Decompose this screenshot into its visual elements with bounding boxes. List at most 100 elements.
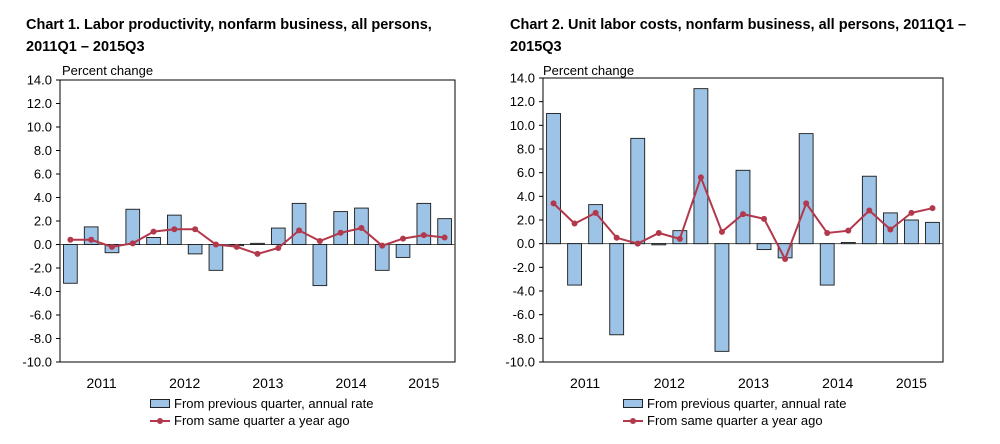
line-point-2012Q1 (150, 228, 157, 235)
y-tick-label: 6.0 (517, 165, 535, 180)
bar-2011Q1 (63, 244, 78, 284)
line-point-2014Q3 (358, 225, 365, 232)
x-category-label: 2013 (738, 375, 769, 391)
line-point-2015Q2 (908, 209, 915, 216)
y-tick-label: 12.0 (510, 94, 535, 109)
x-category-label: 2014 (335, 375, 366, 391)
line-point-2011Q3 (592, 209, 599, 216)
bar-2014Q2 (333, 211, 348, 245)
y-tick-label: 6.0 (34, 167, 52, 182)
bar-2013Q2 (735, 169, 751, 245)
x-category-label: 2015 (896, 375, 927, 391)
line-point-2013Q4 (782, 256, 789, 263)
line-point-2014Q4 (866, 207, 873, 214)
legend-bar-swatch (150, 399, 170, 408)
line-point-2013Q3 (761, 215, 768, 222)
bar-2015Q3 (925, 221, 940, 245)
legend-label: From same quarter a year ago (647, 413, 823, 428)
bar-2011Q4 (125, 208, 141, 245)
y-tick-label: 8.0 (34, 143, 52, 158)
bar-2015Q2 (416, 202, 432, 245)
legend-label: From previous quarter, annual rate (647, 396, 847, 411)
y-tick-label: 10.0 (510, 118, 535, 133)
x-category-label: 2012 (169, 375, 200, 391)
line-point-2011Q2 (571, 220, 578, 227)
line-point-2011Q1 (550, 200, 557, 207)
line-point-2011Q3 (108, 243, 115, 250)
line-point-2012Q2 (171, 226, 178, 233)
y-tick-label: -8.0 (513, 331, 535, 346)
line-point-2011Q1 (67, 236, 74, 243)
y-tick-label: 12.0 (27, 96, 52, 111)
y-tick-label: -4.0 (513, 284, 535, 299)
line-point-2013Q1 (233, 243, 240, 250)
line-point-2012Q1 (634, 240, 641, 247)
line-point-2013Q1 (718, 228, 725, 235)
x-category-label: 2011 (87, 375, 117, 391)
y-tick-label: 8.0 (517, 142, 535, 157)
bar-2012Q3 (187, 244, 203, 255)
bar-2014Q3 (840, 242, 856, 245)
legend-label: From same quarter a year ago (174, 413, 350, 428)
line-point-2015Q3 (929, 205, 936, 212)
x-category-label: 2013 (252, 375, 283, 391)
line-point-2014Q2 (824, 230, 831, 237)
chart-title: Chart 2. Unit labor costs, nonfarm busin… (510, 17, 967, 55)
line-point-2014Q1 (803, 200, 810, 207)
chart-title: Chart 1. Labor productivity, nonfarm bus… (26, 17, 432, 55)
y-tick-label: 2.0 (517, 213, 535, 228)
bar-2012Q2 (651, 243, 667, 246)
bar-2015Q3 (437, 218, 452, 245)
chart-panel-labor-productivity: 14.0 12.0 10.0 8.0 6.0 4.0 2.0 0.0 -2.0 -4.0 -6.0 -… (22, 17, 456, 429)
bar-2013Q1 (714, 243, 730, 352)
line-point-2012Q3 (192, 226, 199, 233)
chart-legend: From previous quarter, annual rate From … (150, 395, 373, 429)
bar-2014Q1 (312, 244, 328, 287)
y-tick-label: -10.0 (22, 355, 52, 370)
line-point-2013Q4 (296, 227, 303, 234)
y-tick-label: -2.0 (30, 261, 52, 276)
legend-line-swatch (623, 415, 643, 426)
bar-2013Q2 (250, 242, 265, 245)
legend-bar-swatch (623, 399, 643, 408)
line-point-2014Q2 (337, 229, 344, 236)
line-point-2012Q4 (697, 174, 704, 181)
y-tick-label: 4.0 (34, 190, 52, 205)
y-tick-label: -10.0 (505, 355, 535, 370)
y-tick-label: -2.0 (513, 260, 535, 275)
y-tick-label: 10.0 (27, 120, 52, 135)
y-tick-label: -4.0 (30, 284, 52, 299)
y-tick-label: -6.0 (30, 308, 52, 323)
x-category-label: 2015 (408, 375, 439, 391)
y-tick-label: -8.0 (30, 331, 52, 346)
y-tick-label: 0.0 (34, 237, 52, 252)
legend-item-line: From same quarter a year ago (150, 412, 373, 429)
y-tick-label: -6.0 (513, 307, 535, 322)
chart-plot-unit-labor-costs: 14.0 12.0 10.0 8.0 6.0 4.0 2.0 0.0 -2.0 -4.0 -6.0 -… (505, 63, 944, 391)
bar-2012Q1 (630, 137, 646, 245)
bar-2015Q1 (395, 244, 411, 258)
line-point-2012Q4 (212, 241, 219, 248)
plot-frame (59, 79, 456, 363)
bar-2012Q4 (693, 88, 709, 245)
legend-line-swatch (150, 415, 170, 426)
line-point-2011Q4 (613, 234, 620, 241)
line-point-2015Q3 (441, 234, 448, 241)
line-point-2011Q4 (129, 240, 136, 247)
bar-2014Q2 (819, 243, 835, 286)
y-tick-label: 14.0 (27, 73, 52, 88)
line-point-2011Q2 (88, 236, 95, 243)
bar-2015Q2 (904, 219, 919, 245)
y-tick-label: 4.0 (517, 189, 535, 204)
x-category-label: 2014 (822, 375, 853, 391)
line-point-2014Q4 (379, 242, 386, 249)
line-point-2012Q2 (655, 230, 662, 237)
legend-label: From previous quarter, annual rate (174, 396, 374, 411)
bar-2013Q3 (270, 227, 286, 245)
bar-2011Q4 (609, 243, 625, 336)
y-tick-label: 14.0 (510, 71, 535, 86)
y-tick-label: 2.0 (34, 214, 52, 229)
line-point-2013Q3 (275, 245, 282, 252)
bar-2014Q1 (798, 133, 814, 245)
y-axis-label: Percent change (62, 63, 153, 78)
